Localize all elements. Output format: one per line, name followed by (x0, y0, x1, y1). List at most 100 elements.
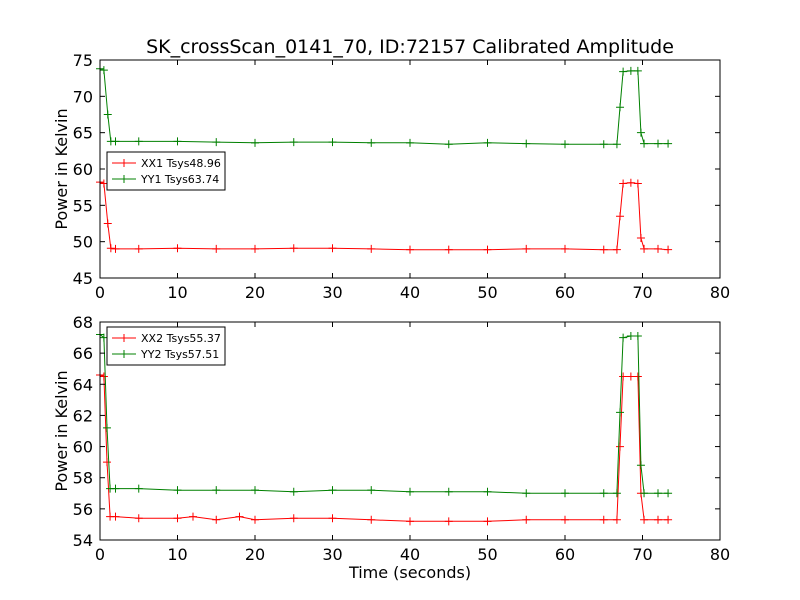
x-tick-label: 20 (245, 545, 265, 564)
data-point (626, 178, 635, 187)
data-point (640, 139, 649, 148)
data-point (561, 515, 569, 524)
data-point (289, 487, 298, 496)
x-tick-label: 40 (400, 283, 420, 302)
y-tick: 45 (73, 269, 720, 288)
x-tick-label: 0 (95, 545, 105, 564)
y-tick: 60 (73, 160, 720, 179)
data-point (251, 486, 259, 495)
legend-item: YY1 Tsys63.74 (112, 173, 219, 186)
x-tick: 0 (95, 322, 105, 564)
data-point (444, 517, 453, 526)
x-tick: 50 (477, 322, 498, 564)
data-point (612, 489, 621, 498)
data-point (616, 212, 625, 221)
data-point (103, 219, 112, 228)
data-point (633, 332, 642, 341)
data-point (626, 66, 635, 75)
x-tick: 70 (632, 60, 653, 302)
data-point (664, 245, 673, 254)
y-tick-label: 50 (73, 233, 93, 252)
data-point (367, 515, 376, 524)
y-tick-label: 66 (73, 344, 93, 363)
data-point (522, 244, 531, 253)
data-point (612, 140, 621, 149)
data-point (640, 489, 649, 498)
data-point (406, 517, 414, 526)
y-tick: 55 (73, 196, 720, 215)
legend-marker (120, 159, 128, 167)
y-tick-label: 64 (73, 375, 93, 394)
data-point (406, 245, 414, 254)
y-tick-label: 58 (73, 469, 93, 488)
data-point (640, 515, 649, 524)
x-tick: 60 (555, 322, 575, 564)
y-tick: 64 (73, 375, 720, 394)
data-point (289, 138, 298, 147)
x-tick: 80 (710, 322, 730, 564)
data-point (134, 244, 143, 253)
data-point (599, 489, 608, 498)
data-point (636, 234, 645, 243)
data-point (173, 137, 182, 146)
data-point (103, 110, 112, 119)
x-tick-label: 70 (632, 283, 652, 302)
x-tick-label: 10 (167, 283, 187, 302)
data-point (102, 423, 111, 432)
data-point (619, 333, 628, 342)
data-point (189, 512, 197, 521)
data-point (636, 128, 645, 137)
data-point (626, 372, 635, 381)
data-point (328, 138, 337, 147)
y-tick: 62 (73, 406, 720, 425)
y-tick-label: 54 (73, 531, 93, 550)
data-point (99, 372, 108, 381)
x-tick: 30 (322, 60, 343, 302)
data-point (654, 515, 662, 524)
data-point (483, 517, 492, 526)
legend: XX2 Tsys55.37 YY2 Tsys57.51 (106, 326, 226, 366)
y-tick-label: 55 (73, 196, 93, 215)
data-point (289, 514, 298, 523)
data-point (173, 514, 182, 523)
series-line (99, 374, 669, 522)
x-tick: 40 (400, 322, 420, 564)
data-point (212, 138, 221, 147)
data-point (522, 515, 531, 524)
data-point (173, 486, 182, 495)
x-axis-label: Time (seconds) (348, 563, 471, 582)
legend-box (106, 151, 226, 191)
data-point (483, 245, 492, 254)
data-point (561, 489, 569, 498)
data-point (111, 244, 120, 253)
y-tick: 66 (73, 344, 720, 363)
data-point (664, 489, 673, 498)
y-axis-label-bottom: Power in Kelvin (52, 370, 71, 491)
x-tick-label: 20 (245, 283, 265, 302)
series-line (99, 68, 669, 145)
data-point (664, 139, 673, 148)
y-tick-label: 70 (73, 87, 93, 106)
y-tick-label: 60 (73, 160, 93, 179)
legend-marker (120, 334, 128, 342)
data-point (561, 140, 569, 149)
x-tick: 30 (322, 322, 343, 564)
legend-marker (120, 350, 128, 358)
x-tick: 20 (245, 322, 265, 564)
x-tick: 50 (477, 60, 498, 302)
data-point (111, 484, 120, 493)
data-point (111, 512, 120, 521)
panel-1: 0 10 20 30 40 50 60 70 80 45 50 55 60 65 70 75 XX1 Tsys4… (73, 51, 731, 302)
data-point (654, 244, 662, 253)
data-point (616, 408, 625, 417)
y-tick-label: 45 (73, 269, 93, 288)
data-point (235, 512, 244, 521)
data-point (561, 244, 569, 253)
data-point (212, 486, 221, 495)
data-point (599, 515, 608, 524)
x-tick: 0 (95, 60, 105, 302)
x-tick: 40 (400, 60, 420, 302)
y-tick: 60 (73, 438, 720, 457)
y-tick: 65 (73, 124, 720, 143)
